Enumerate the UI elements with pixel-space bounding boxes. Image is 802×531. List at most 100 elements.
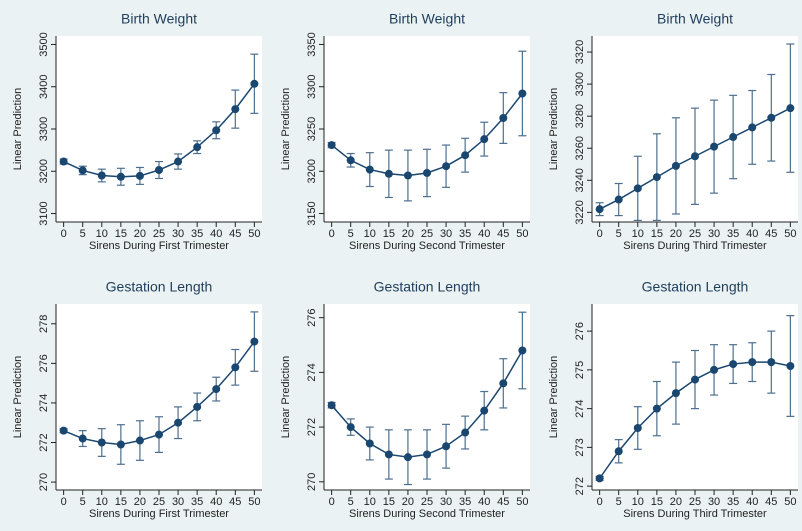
x-tick-label: 45 (497, 496, 509, 508)
marker (633, 424, 642, 432)
x-tick-label: 0 (597, 228, 603, 240)
y-tick-label: 3280 (574, 104, 586, 128)
x-tick-label: 20 (670, 496, 682, 508)
x-tick-label: 10 (632, 496, 644, 508)
x-tick-label: 5 (616, 496, 622, 508)
x-tick-label: 0 (329, 496, 335, 508)
marker (59, 157, 68, 166)
x-tick-label: 0 (61, 496, 67, 508)
y-tick-label: 3200 (306, 159, 318, 183)
x-tick-label: 45 (497, 228, 509, 240)
y-tick-label: 3100 (38, 201, 50, 225)
x-tick-label: 15 (115, 496, 127, 508)
marker (193, 143, 202, 152)
y-tick-label: 3240 (574, 168, 586, 192)
x-tick-label: 15 (651, 228, 663, 240)
x-tick-label: 20 (402, 496, 414, 508)
x-tick-label: 20 (670, 228, 682, 240)
y-tick-label: 3400 (38, 74, 50, 98)
x-tick-label: 20 (134, 228, 146, 240)
panel: Birth Weight Sirens During Second Trimest… (280, 11, 530, 252)
chart-title: Birth Weight (657, 11, 733, 27)
y-axis-label: Linear Prediction (12, 88, 24, 171)
y-tick-label: 3300 (38, 117, 50, 141)
y-axis-label: Linear Prediction (548, 88, 560, 171)
chart-title: Gestation Length (106, 279, 213, 295)
x-tick-label: 35 (727, 228, 739, 240)
panel: Birth Weight Sirens During Third Trimeste… (548, 11, 798, 252)
x-tick-label: 10 (364, 228, 376, 240)
chart-title: Gestation Length (374, 279, 481, 295)
x-tick-label: 5 (616, 228, 622, 240)
marker (135, 171, 144, 180)
marker (231, 105, 240, 114)
x-tick-label: 35 (191, 228, 203, 240)
marker (365, 439, 374, 448)
y-axis-label: Linear Prediction (12, 356, 24, 439)
x-tick-label: 25 (421, 228, 433, 240)
marker (614, 195, 623, 204)
marker (461, 428, 470, 437)
chart-title: Birth Weight (389, 11, 465, 27)
marker (116, 172, 125, 181)
x-tick-label: 15 (383, 228, 395, 240)
marker (461, 151, 470, 160)
x-tick-label: 50 (516, 496, 528, 508)
y-axis-label: Linear Prediction (280, 356, 292, 439)
marker (614, 447, 623, 456)
marker (384, 450, 393, 459)
x-tick-label: 50 (248, 496, 260, 508)
x-tick-label: 35 (459, 228, 471, 240)
x-tick-label: 30 (172, 496, 184, 508)
marker (499, 379, 508, 388)
y-tick-label: 3320 (574, 40, 586, 64)
x-tick-label: 40 (746, 496, 758, 508)
marker (155, 430, 163, 439)
panel: Gestation Length Sirens During Third Trim… (548, 279, 798, 520)
marker (327, 141, 336, 150)
marker (710, 142, 719, 151)
y-tick-label: 276 (306, 308, 318, 326)
y-tick-label: 3300 (574, 72, 586, 96)
marker (710, 365, 719, 374)
panel: Gestation Length Sirens During Second Tri… (280, 279, 530, 520)
panel: Birth Weight Sirens During First Trimeste… (12, 11, 262, 252)
x-tick-label: 40 (210, 228, 222, 240)
marker (595, 205, 604, 214)
chart-title: Birth Weight (121, 11, 197, 27)
marker (78, 434, 87, 443)
x-axis-label: Sirens During First Trimester (89, 240, 229, 252)
x-tick-label: 0 (61, 228, 67, 240)
marker (595, 474, 604, 483)
marker (346, 423, 355, 432)
y-tick-label: 3350 (306, 32, 318, 56)
y-tick-label: 276 (574, 322, 586, 340)
marker (193, 402, 202, 411)
marker (442, 162, 451, 171)
x-tick-label: 0 (329, 228, 335, 240)
x-tick-label: 40 (746, 228, 758, 240)
x-tick-label: 50 (784, 496, 796, 508)
x-tick-label: 5 (80, 496, 86, 508)
y-tick-label: 3300 (306, 74, 318, 98)
marker (633, 184, 642, 193)
x-tick-label: 50 (784, 228, 796, 240)
x-tick-label: 25 (153, 228, 165, 240)
marker (212, 126, 221, 135)
x-tick-label: 25 (153, 496, 165, 508)
x-axis-label: Sirens During First Trimester (89, 508, 229, 520)
y-tick-label: 3260 (574, 136, 586, 160)
x-tick-label: 10 (632, 228, 644, 240)
marker (346, 156, 355, 165)
y-tick-label: 274 (574, 399, 586, 417)
y-tick-label: 276 (38, 354, 50, 372)
x-tick-label: 35 (191, 496, 203, 508)
plot-area (56, 36, 262, 222)
y-tick-label: 272 (574, 477, 586, 495)
marker (652, 404, 661, 413)
marker (403, 171, 412, 180)
y-tick-label: 273 (574, 438, 586, 456)
x-tick-label: 40 (478, 496, 490, 508)
marker (155, 166, 163, 175)
x-tick-label: 5 (80, 228, 86, 240)
